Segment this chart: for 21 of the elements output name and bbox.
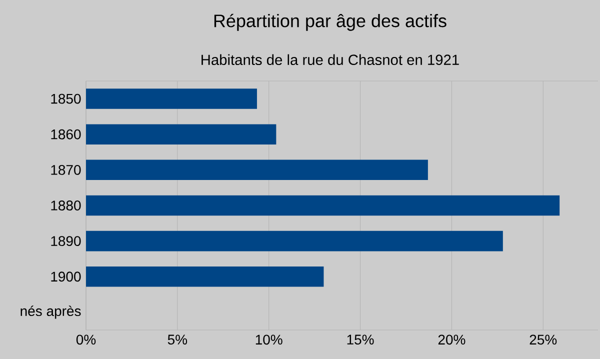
chart-subtitle: Habitants de la rue du Chasnot en 1921 — [202, 54, 459, 66]
bar — [86, 160, 428, 180]
x-tick-label: 25% — [530, 334, 557, 345]
x-tick-label: 5% — [168, 334, 188, 345]
y-tick-label: 1870 — [51, 164, 81, 175]
x-tick-label: 20% — [438, 334, 466, 345]
x-tick-label: 15% — [347, 334, 374, 345]
bar — [86, 230, 503, 252]
y-tick-label: 1890 — [51, 236, 81, 246]
y-tick-label: 1900 — [51, 272, 81, 282]
y-tick-label: nés après — [20, 306, 81, 319]
bar — [86, 266, 324, 287]
x-tick-label: 0% — [76, 334, 96, 345]
chart-title: Répartition par âge des actifs — [214, 14, 446, 31]
bar — [86, 124, 276, 144]
y-tick-label: 1860 — [51, 129, 81, 140]
bar — [86, 195, 560, 216]
bar — [86, 88, 257, 109]
y-tick-label: 1850 — [51, 94, 81, 104]
x-tick-label: 10% — [256, 334, 282, 345]
y-tick-label: 1880 — [51, 200, 81, 210]
